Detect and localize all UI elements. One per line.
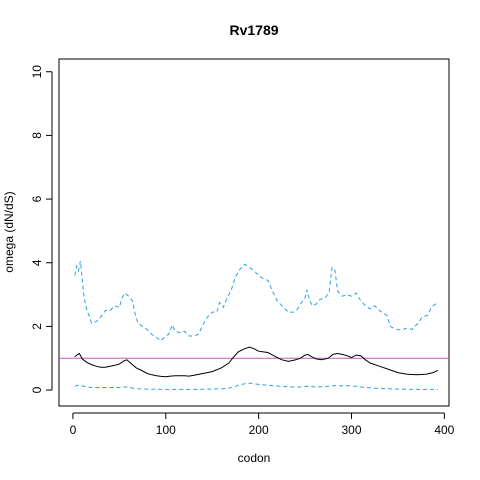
x-tick-label: 0 xyxy=(70,423,77,437)
x-axis-label: codon xyxy=(238,451,271,465)
chart-title: Rv1789 xyxy=(229,22,278,38)
series-line-2 xyxy=(74,382,438,390)
series-line-1 xyxy=(74,261,438,342)
x-tick-label: 300 xyxy=(341,423,361,437)
y-axis-label: omega (dN/dS) xyxy=(2,191,16,272)
y-tick-label: 8 xyxy=(30,132,44,139)
x-tick-label: 400 xyxy=(434,423,454,437)
y-tick-label: 2 xyxy=(30,323,44,330)
plot-frame xyxy=(58,58,450,407)
x-tick-label: 200 xyxy=(249,423,269,437)
series-layer xyxy=(74,261,439,390)
series-line-0 xyxy=(74,346,439,378)
y-axis: 0 2 4 6 8 10 xyxy=(30,65,53,393)
y-tick-label: 4 xyxy=(30,259,44,266)
y-tick-label: 0 xyxy=(30,386,44,393)
y-tick-label: 10 xyxy=(30,65,44,79)
x-tick-label: 100 xyxy=(156,423,176,437)
x-axis: 0 100 200 300 400 xyxy=(70,412,455,437)
y-tick-label: 6 xyxy=(30,195,44,202)
